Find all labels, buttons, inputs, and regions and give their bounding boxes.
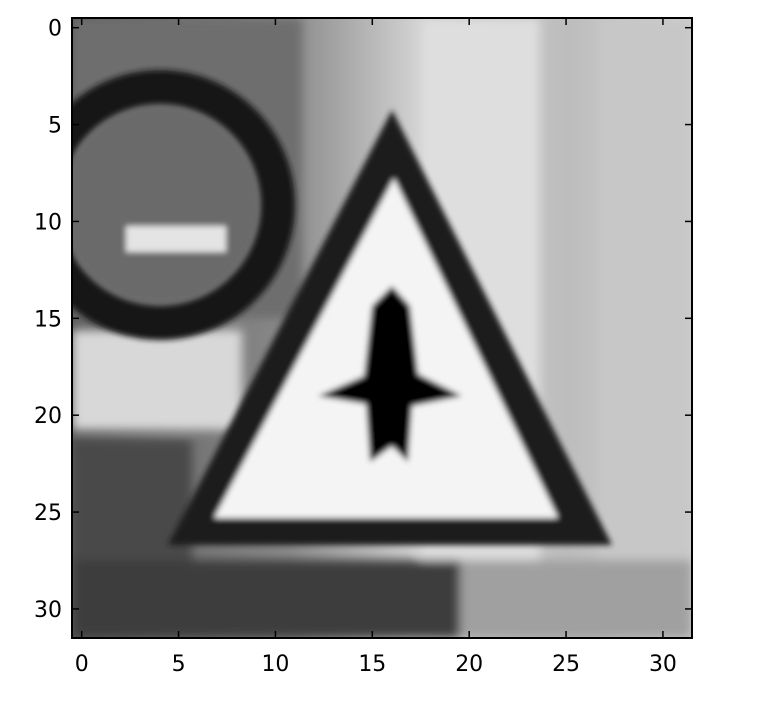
x-tick-label: 10 — [261, 652, 289, 677]
y-tick-labels: 0 5 10 15 20 25 30 — [34, 17, 62, 623]
x-tick-label: 5 — [172, 652, 186, 677]
y-tick-label: 30 — [34, 598, 62, 623]
x-tick-label: 20 — [455, 652, 483, 677]
y-tick-label: 20 — [34, 404, 62, 429]
y-tick-label: 25 — [34, 501, 62, 526]
x-tick-label: 30 — [649, 652, 677, 677]
y-tick-label: 5 — [48, 114, 62, 139]
x-tick-labels: 0 5 10 15 20 25 30 — [75, 652, 677, 677]
y-tick-label: 10 — [34, 210, 62, 235]
x-tick-label: 15 — [358, 652, 386, 677]
x-tick-label: 25 — [552, 652, 580, 677]
y-tick-label: 15 — [34, 307, 62, 332]
sign-image — [42, 18, 692, 638]
y-tick-label: 0 — [48, 17, 62, 42]
x-tick-label: 0 — [75, 652, 89, 677]
